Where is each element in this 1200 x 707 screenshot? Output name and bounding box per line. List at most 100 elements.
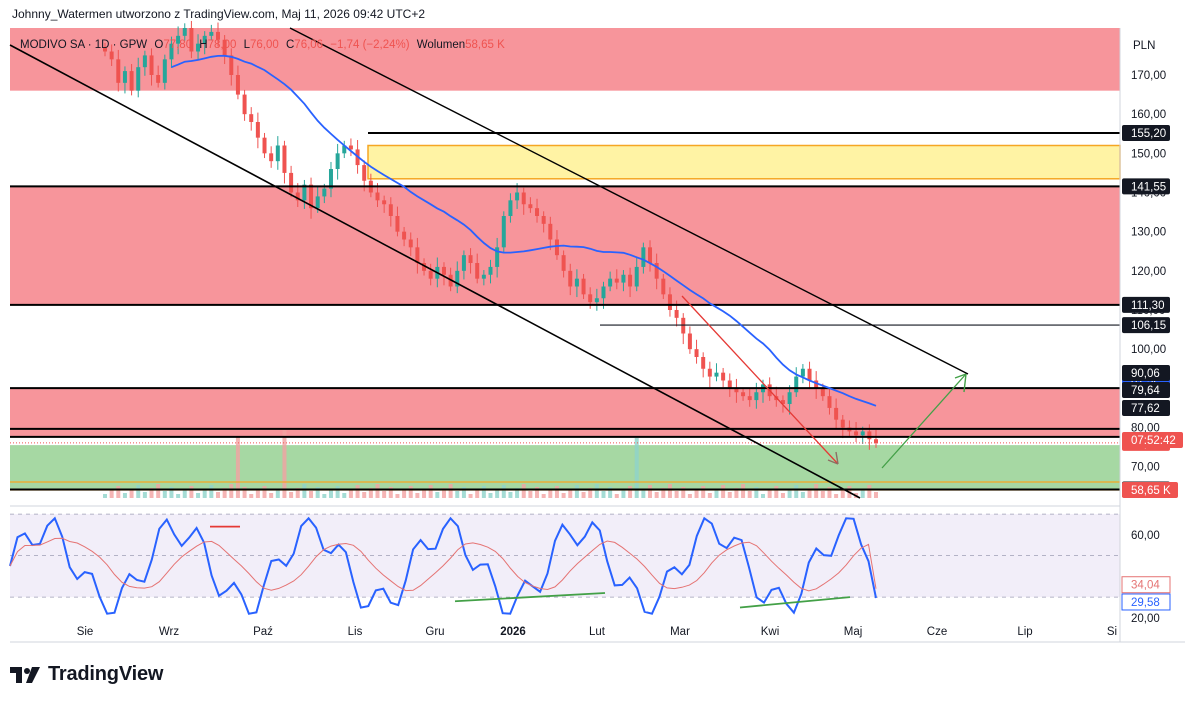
price-tick: 120,00 <box>1131 266 1166 278</box>
volume-bar <box>222 488 227 498</box>
volume-bar <box>568 489 573 498</box>
volume-bar <box>229 484 234 498</box>
time-tick: Cze <box>927 626 947 638</box>
candle <box>687 333 692 350</box>
chart-attribution: Johnny_Watermen utworzono z TradingView.… <box>12 7 425 21</box>
candle <box>202 35 207 44</box>
candle <box>229 55 234 75</box>
svg-text:MODIVO SA · 1D · GPW O77: MODIVO SA · 1D · GPW O77,80 H78,00 L76,0… <box>20 39 505 51</box>
volume-bar <box>820 491 825 498</box>
candle <box>721 372 726 381</box>
volume-bar <box>289 492 294 498</box>
price-label-box <box>1122 124 1170 141</box>
price-label-box <box>1122 400 1170 416</box>
candle <box>561 255 566 271</box>
volume-bar <box>840 490 845 498</box>
volume-bar <box>541 494 546 498</box>
volume-bar <box>661 488 666 498</box>
volume-bar <box>694 490 699 498</box>
price-label: 111,30 <box>1131 300 1164 312</box>
candle <box>222 39 227 56</box>
volume-bar <box>322 494 327 498</box>
candle <box>388 204 393 216</box>
price-tick: 150,00 <box>1131 148 1166 160</box>
rsi-tick: 60,00 <box>1131 530 1160 542</box>
volume-bar <box>554 486 559 498</box>
price-tick: 170,00 <box>1131 70 1166 82</box>
candle <box>156 75 161 83</box>
candle <box>840 419 845 428</box>
time-tick: Lut <box>589 626 606 638</box>
volume-bar <box>408 486 413 498</box>
candle <box>667 294 672 310</box>
volume-bar <box>402 490 407 498</box>
price-tick: 100,00 <box>1131 344 1166 356</box>
time-tick: Sie <box>77 626 94 638</box>
lower-channel-line <box>9 44 861 499</box>
candle <box>315 196 320 209</box>
up-arrow-head <box>954 373 967 393</box>
symbol-legend: MODIVO SA · 1D · GPW O77,80 H78,00 L76,0… <box>20 39 505 51</box>
volume-bar <box>508 492 513 498</box>
candle <box>488 266 493 275</box>
candle <box>867 431 872 440</box>
volume-bar <box>176 494 181 498</box>
candle <box>395 216 400 232</box>
time-tick: Gru <box>425 626 444 638</box>
rsi-tick: 20,00 <box>1131 613 1160 625</box>
candle <box>182 28 187 36</box>
zone-green-4 <box>10 445 1120 490</box>
volume-bar <box>461 487 466 498</box>
candle <box>475 263 480 279</box>
volume-bar <box>435 492 440 498</box>
volume-bar <box>335 486 340 498</box>
volume-bar <box>129 489 134 498</box>
candle <box>794 376 799 393</box>
volume-axis-label: 58,65 K <box>1131 485 1171 497</box>
volume-bar <box>116 486 121 498</box>
volume-bar <box>269 493 274 498</box>
volume-bar <box>282 430 287 498</box>
candle <box>215 31 220 40</box>
candle <box>634 266 639 287</box>
candle <box>322 188 327 197</box>
candle <box>800 368 805 377</box>
candle <box>136 67 141 91</box>
price-chart[interactable]: PLN170,00160,00150,00140,00130,00120,001… <box>0 0 1200 650</box>
volume-bar <box>328 490 333 498</box>
volume-bar <box>481 486 486 498</box>
candle <box>780 400 785 404</box>
volume-bar <box>641 489 646 498</box>
rsi-line <box>9 516 877 615</box>
price-label: 141,55 <box>1131 181 1166 193</box>
volume-bar <box>860 489 865 498</box>
volume-bar <box>109 490 114 498</box>
volume-bar <box>674 491 679 498</box>
candle <box>701 357 706 369</box>
candle <box>741 392 746 397</box>
candle <box>242 94 247 115</box>
volume-bar <box>142 492 147 498</box>
volume-bar <box>521 484 526 498</box>
volume-bar <box>548 490 553 498</box>
price-label-box <box>1122 382 1170 398</box>
volume-bar <box>581 492 586 498</box>
volume-bar <box>362 492 367 498</box>
volume-bar <box>368 488 373 498</box>
volume-bar <box>415 493 420 498</box>
price-tick: 130,00 <box>1131 227 1166 239</box>
price-tick: 80,00 <box>1131 423 1160 435</box>
candle <box>608 278 613 287</box>
volume-bar <box>202 489 207 498</box>
candle <box>521 192 526 205</box>
volume-bar <box>807 488 812 498</box>
candle <box>269 153 274 162</box>
volume-bar <box>741 484 746 498</box>
tradingview-logo[interactable]: TradingView <box>10 663 163 686</box>
candle <box>176 35 181 44</box>
price-label-box <box>1122 296 1170 313</box>
horizontal-lines <box>10 131 1120 491</box>
candle <box>461 255 466 271</box>
candle <box>348 145 353 150</box>
candle <box>860 431 865 436</box>
